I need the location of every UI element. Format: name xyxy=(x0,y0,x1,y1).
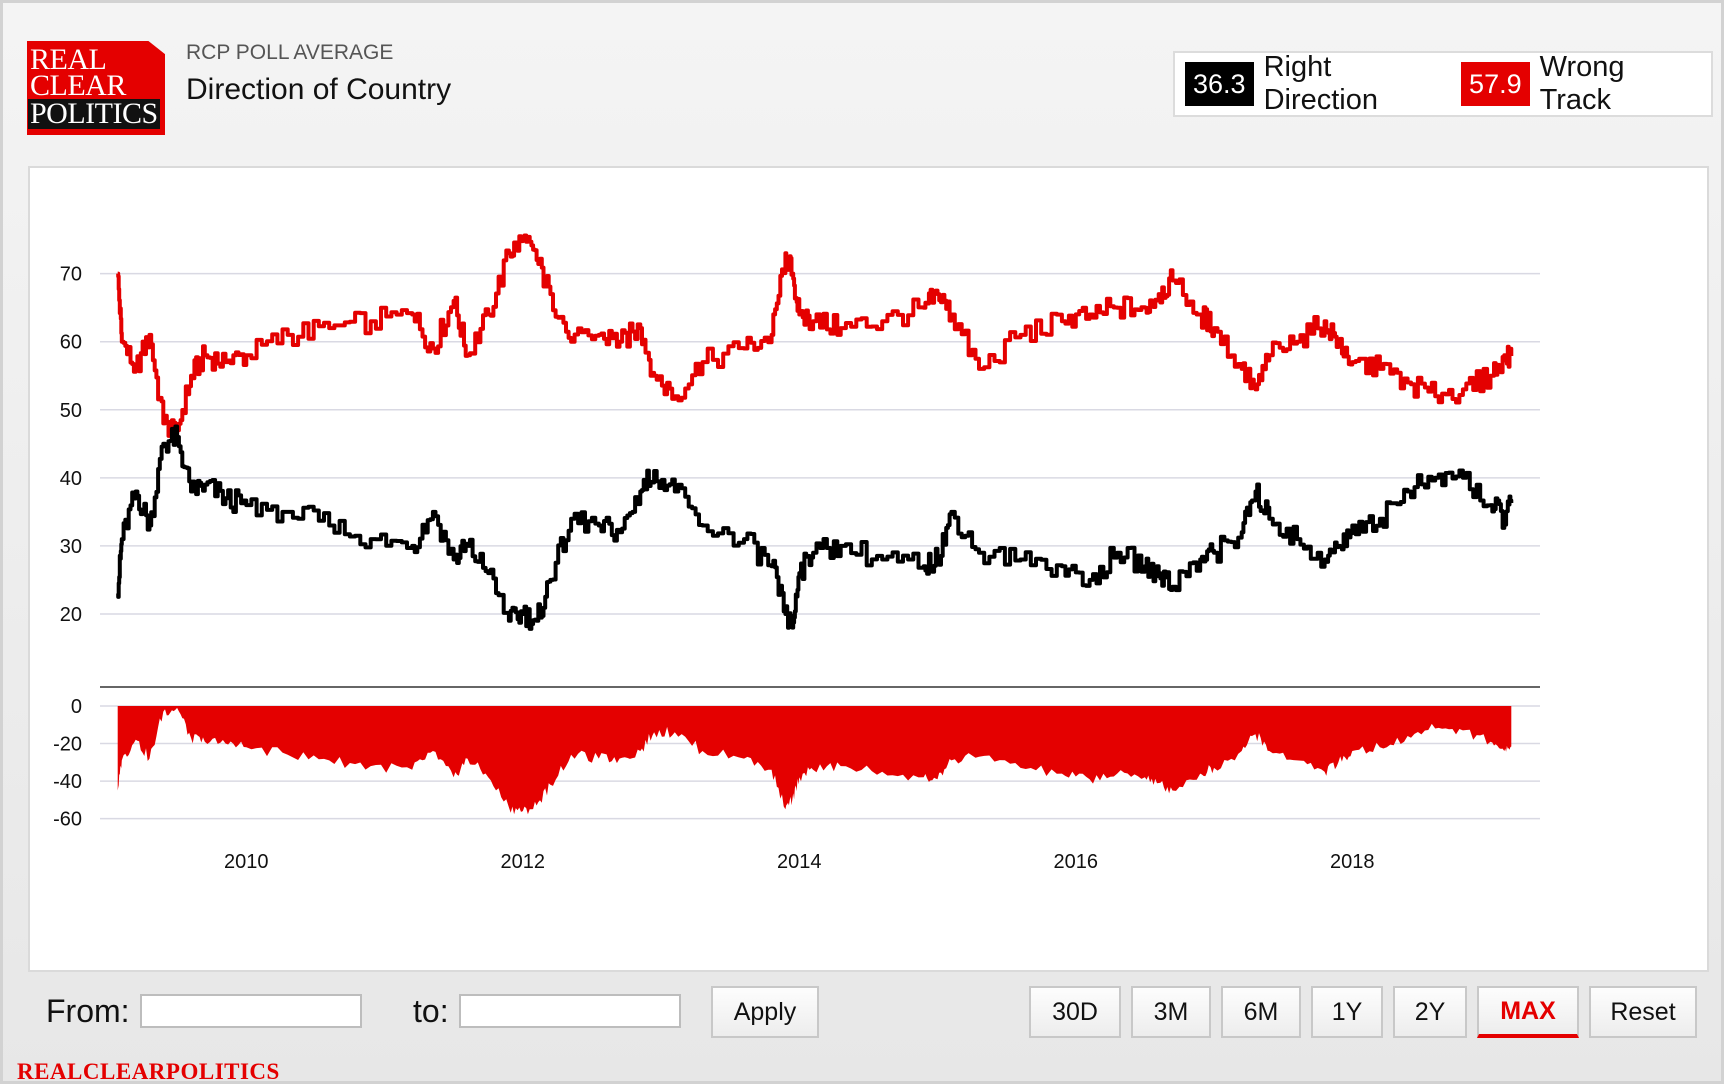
x-tick-label-2012: 2012 xyxy=(501,851,546,873)
spread-y-tick-label--20: -20 xyxy=(53,734,82,756)
range-button-30d[interactable]: 30D xyxy=(1029,986,1121,1038)
y-tick-label-40: 40 xyxy=(60,468,82,490)
range-button-6m[interactable]: 6M xyxy=(1221,986,1301,1038)
range-button-max[interactable]: MAX xyxy=(1477,986,1579,1038)
logo-line-1: REAL xyxy=(30,43,107,76)
series-line-right-direction xyxy=(116,424,1514,631)
wrong-track-value: 57.9 xyxy=(1461,62,1530,106)
spread-y-tick-label--40: -40 xyxy=(53,771,82,793)
reset-button[interactable]: Reset xyxy=(1589,986,1697,1038)
wrong-track-label: Wrong Track xyxy=(1539,51,1625,116)
from-date-input[interactable] xyxy=(140,994,362,1028)
y-tick-label-50: 50 xyxy=(60,400,82,422)
y-tick-label-30: 30 xyxy=(60,536,82,558)
y-tick-label-60: 60 xyxy=(60,332,82,354)
logo-line-2: CLEAR xyxy=(30,69,126,102)
y-tick-label-20: 20 xyxy=(60,604,82,626)
y-tick-label-70: 70 xyxy=(60,264,82,286)
to-label: to: xyxy=(413,993,449,1029)
x-tick-label-2010: 2010 xyxy=(224,851,269,873)
apply-button[interactable]: Apply xyxy=(711,986,819,1038)
right-direction-value: 36.3 xyxy=(1185,62,1254,106)
plot-area: 20 30 40 50 60 70 0 -20 -40 -60 2010 2012 2014 2016 20… xyxy=(28,166,1709,972)
series-line-wrong-track xyxy=(116,233,1514,442)
logo-line-3: POLITICS xyxy=(28,97,160,130)
legend: 36.3 Right Direction 57.9 Wrong Track xyxy=(1173,51,1713,117)
to-date-input[interactable] xyxy=(459,994,681,1028)
range-button-1y[interactable]: 1Y xyxy=(1311,986,1383,1038)
chart-svg[interactable]: 20 30 40 50 60 70 0 -20 -40 -60 2010 2012 2014 2016 20… xyxy=(30,168,1707,970)
x-tick-label-2016: 2016 xyxy=(1054,851,1099,873)
footer-brand: REALCLEARPOLITICS xyxy=(17,1059,280,1084)
x-tick-label-2014: 2014 xyxy=(777,851,822,873)
x-tick-label-2018: 2018 xyxy=(1330,851,1375,873)
spread-area xyxy=(117,706,1512,815)
chart-supertitle: RCP POLL AVERAGE xyxy=(186,41,394,64)
spread-y-tick-label-0: 0 xyxy=(71,696,82,718)
range-button-3m[interactable]: 3M xyxy=(1131,986,1211,1038)
from-label: From: xyxy=(46,993,130,1029)
range-button-2y[interactable]: 2Y xyxy=(1393,986,1467,1038)
spread-y-tick-label--60: -60 xyxy=(53,809,82,831)
rcp-logo: REAL CLEAR POLITICS xyxy=(27,41,165,135)
chart-title: Direction of Country xyxy=(186,73,452,106)
right-direction-label: Right Direction xyxy=(1263,51,1378,116)
